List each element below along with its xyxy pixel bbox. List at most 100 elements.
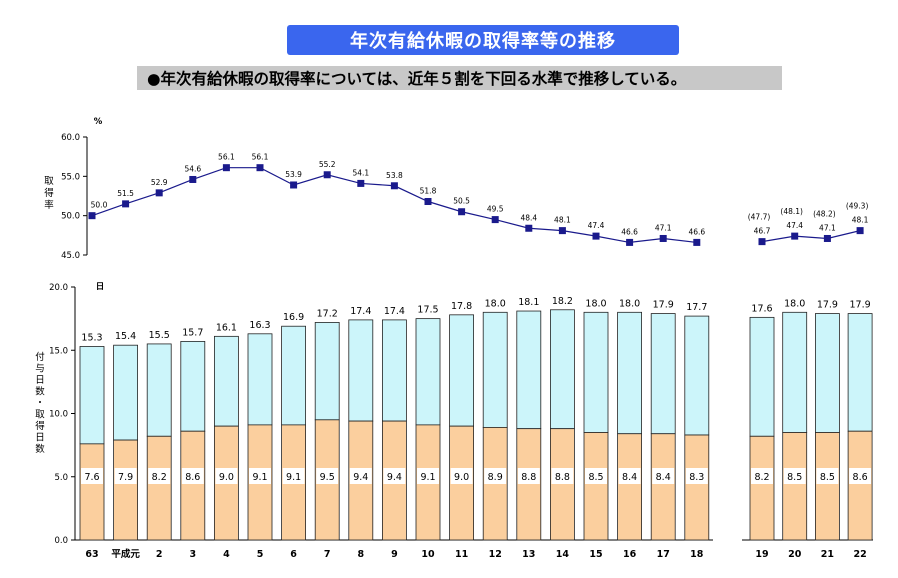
line-point — [189, 175, 197, 183]
line-point — [525, 224, 533, 232]
bar-granted-label: 17.4 — [384, 306, 405, 317]
line-point — [88, 212, 96, 220]
bar-y-label-char: 与 — [35, 364, 45, 375]
bar-taken — [550, 428, 575, 541]
line-point — [791, 232, 799, 240]
line-point — [323, 171, 331, 179]
bar-granted-label: 17.6 — [751, 303, 772, 314]
x-category-label: 18 — [690, 549, 704, 560]
line-paren-label: (48.1) — [780, 207, 803, 216]
x-category-label: 12 — [489, 549, 502, 560]
bar-taken-label-bg — [249, 468, 271, 484]
bar-taken-label-bg — [181, 468, 204, 484]
x-category-label: 11 — [455, 549, 468, 560]
x-category-label: 63 — [85, 549, 98, 560]
bar-granted-label: 18.1 — [518, 297, 539, 308]
bar-taken-label-bg — [618, 468, 641, 484]
line-data-label: 47.4 — [786, 221, 803, 230]
line-data-label: 46.6 — [688, 227, 705, 236]
bar-granted — [415, 318, 441, 426]
x-category-label: 3 — [189, 549, 196, 560]
bar-granted-label: 18.0 — [784, 298, 805, 309]
bar-granted-label: 17.9 — [850, 300, 871, 311]
bar-granted-label: 15.3 — [81, 332, 102, 343]
bar-taken-label-bg — [383, 468, 406, 484]
bar-y-label-char: 付 — [35, 352, 45, 363]
line-point — [823, 234, 831, 242]
bar-granted-label: 17.9 — [653, 300, 674, 311]
bar-taken-label-bg — [148, 468, 171, 484]
bar-taken-label-bg — [114, 468, 137, 484]
bar-granted — [482, 311, 508, 428]
bar-taken-label-bg — [816, 468, 839, 484]
bar-granted-label: 16.1 — [216, 322, 237, 333]
line-data-label: 50.5 — [453, 197, 470, 206]
bar-granted — [247, 333, 273, 426]
bar-granted — [516, 310, 542, 430]
bar-granted-label: 15.7 — [182, 327, 203, 338]
line-data-label: 49.5 — [487, 205, 504, 214]
bar-taken-label: 9.0 — [219, 472, 234, 483]
line-data-label: 48.1 — [554, 216, 571, 225]
bar-granted-label: 17.7 — [686, 302, 707, 313]
line-data-label: 56.1 — [252, 153, 269, 162]
line-data-label: 48.4 — [520, 213, 537, 222]
bar-granted — [617, 311, 642, 435]
line-y-tick-label: 45.0 — [61, 251, 80, 261]
line-point — [491, 216, 499, 224]
x-category-label: 21 — [821, 549, 834, 560]
bar-taken-label: 8.2 — [152, 472, 167, 483]
bar-taken — [684, 434, 710, 541]
bar-granted — [684, 315, 710, 436]
line-data-label: 56.1 — [218, 153, 235, 162]
line-paren-label: (48.2) — [813, 209, 836, 218]
x-category-label: 4 — [223, 549, 230, 560]
line-point — [222, 164, 230, 172]
bar-granted-label: 15.4 — [115, 331, 136, 342]
bar-taken-label: 9.1 — [286, 472, 301, 483]
x-category-label: 19 — [755, 549, 768, 560]
bar-y-label-char: 数 — [35, 386, 45, 398]
bar-taken — [782, 432, 808, 541]
line-point — [290, 181, 298, 189]
line-point — [693, 238, 701, 246]
bar-y-tick-label: 0.0 — [54, 536, 68, 546]
bar-taken-label: 8.8 — [555, 472, 570, 483]
bar-taken-label: 9.4 — [387, 472, 402, 483]
bar-taken-label: 8.4 — [656, 472, 671, 483]
bar-taken-label: 8.8 — [521, 472, 536, 483]
page-subtitle: ●年次有給休暇の取得率については、近年５割を下回る水準で推移している。 — [137, 66, 782, 90]
line-y-label-char: 得 — [44, 187, 54, 199]
bar-taken-label-bg — [215, 468, 238, 484]
line-point — [424, 198, 432, 206]
bar-taken-label: 8.5 — [588, 472, 603, 483]
bar-taken-label: 7.6 — [84, 472, 99, 483]
bar-taken-label: 8.9 — [488, 472, 503, 483]
line-data-label: 53.9 — [285, 170, 302, 179]
x-category-label: 8 — [357, 549, 364, 560]
bar-y-label-char: 日 — [35, 433, 45, 444]
bar-taken-label-bg — [417, 468, 439, 484]
bar-y-tick-label: 15.0 — [49, 346, 68, 356]
bar-taken — [815, 432, 840, 541]
bar-taken — [650, 433, 676, 541]
line-data-label: 50.0 — [91, 201, 108, 210]
x-category-label: 平成元 — [111, 548, 140, 560]
line-data-label: 53.8 — [386, 171, 403, 180]
bar-taken-label: 9.1 — [252, 472, 267, 483]
line-data-label: 46.7 — [754, 227, 771, 236]
bar-y-label-char: 数 — [35, 443, 45, 455]
line-data-label: 47.1 — [655, 223, 672, 232]
line-y-tick-label: 55.0 — [61, 172, 80, 182]
line-data-label: 54.1 — [352, 168, 369, 177]
bar-granted — [449, 314, 475, 427]
bar-taken-label: 9.4 — [353, 472, 368, 483]
bar-granted-label: 17.2 — [317, 308, 338, 319]
bar-y-unit: 日 — [96, 282, 105, 292]
bar-granted-label: 17.4 — [350, 306, 371, 317]
line-data-label: 51.5 — [117, 189, 134, 198]
x-category-label: 10 — [421, 549, 435, 560]
bar-taken-label-bg — [585, 468, 607, 484]
bar-taken-label-bg — [751, 468, 773, 484]
bar-y-tick-label: 5.0 — [54, 473, 68, 483]
